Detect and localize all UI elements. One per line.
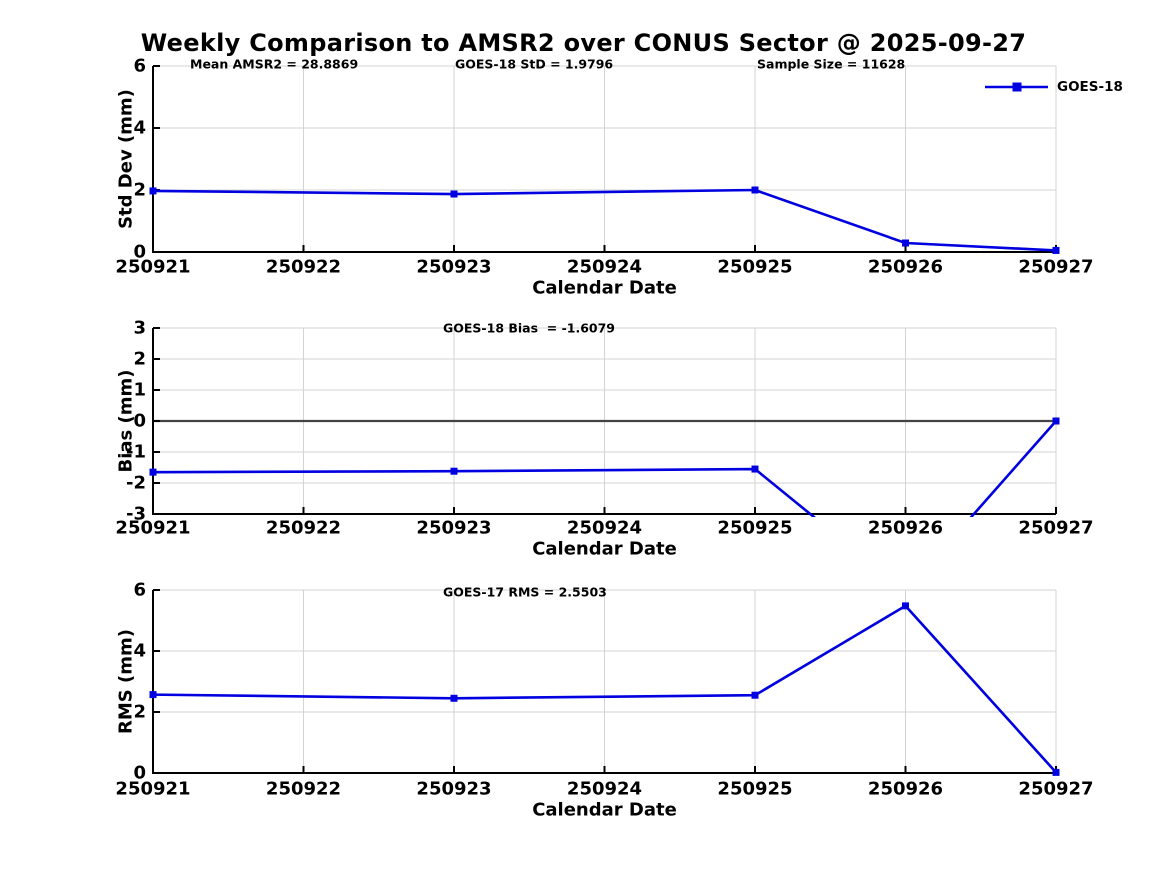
- std_dev-x-tick-label: 250922: [266, 257, 341, 278]
- rms-data-marker: [751, 691, 759, 699]
- bias-x-tick-label: 250922: [266, 518, 341, 539]
- bias-x-tick-label: 250927: [1018, 518, 1093, 539]
- rms-data-marker: [1052, 768, 1060, 776]
- std_dev-data-marker: [751, 186, 759, 194]
- bias-x-tick-label: 250923: [416, 518, 491, 539]
- bias-y-tick-label: 0: [133, 411, 146, 432]
- std_dev-x-tick-label: 250926: [868, 257, 943, 278]
- std_dev-x-tick-label: 250927: [1018, 257, 1093, 278]
- bias-data-marker: [450, 467, 458, 475]
- figure-title: Weekly Comparison to AMSR2 over CONUS Se…: [140, 29, 1027, 57]
- bias-data-marker: [751, 465, 759, 473]
- bias-x-tick-label: 250926: [868, 518, 943, 539]
- rms-y-axis-title: RMS (mm): [116, 629, 137, 734]
- std_dev-y-tick-label: 2: [133, 180, 146, 201]
- rms-y-tick-label: 4: [133, 641, 146, 662]
- rms-annotation: GOES-17 RMS = 2.5503: [443, 585, 607, 600]
- rms-x-tick-label: 250927: [1018, 779, 1093, 800]
- rms-data-marker: [902, 602, 909, 610]
- rms-x-axis-title: Calendar Date: [532, 800, 677, 821]
- bias-x-axis-title: Calendar Date: [532, 539, 677, 560]
- std_dev-annotation: Sample Size = 11628: [757, 57, 905, 72]
- std_dev-data-marker: [450, 190, 458, 198]
- bias-x-tick-label: 250925: [717, 518, 792, 539]
- std_dev-y-tick-label: 6: [133, 56, 146, 77]
- bias-y-tick-label: -3: [126, 504, 146, 525]
- rms-data-marker: [450, 694, 458, 702]
- std_dev-x-tick-label: 250921: [115, 257, 190, 278]
- bias-y-axis-title: Bias (mm): [116, 370, 137, 473]
- bias-data-marker: [1052, 417, 1060, 425]
- std_dev-y-tick-label: 4: [133, 118, 146, 139]
- rms-x-tick-label: 250922: [266, 779, 341, 800]
- std_dev-x-tick-label: 250923: [416, 257, 491, 278]
- bias-y-tick-label: 2: [133, 349, 146, 370]
- legend-label: GOES-18: [1057, 79, 1123, 95]
- bias-x-tick-label: 250924: [567, 518, 642, 539]
- rms-y-tick-label: 0: [133, 763, 146, 784]
- std_dev-data-marker: [902, 239, 909, 247]
- rms-data-marker: [149, 691, 157, 699]
- std_dev-annotation: GOES-18 StD = 1.9796: [455, 57, 613, 72]
- std_dev-x-tick-label: 250924: [567, 257, 642, 278]
- std_dev-y-axis-title: Std Dev (mm): [116, 89, 137, 229]
- std_dev-data-marker: [1052, 246, 1060, 254]
- std_dev-x-tick-label: 250925: [717, 257, 792, 278]
- rms-x-tick-label: 250923: [416, 779, 491, 800]
- rms-y-tick-label: 2: [133, 702, 146, 723]
- bias-y-tick-label: -2: [126, 473, 146, 494]
- rms-x-tick-label: 250926: [868, 779, 943, 800]
- bias-y-tick-label: -1: [126, 442, 146, 463]
- rms-y-tick-label: 6: [133, 580, 146, 601]
- std_dev-annotation: Mean AMSR2 = 28.8869: [190, 57, 358, 72]
- bias-y-tick-label: 3: [133, 318, 146, 339]
- bias-data-marker: [149, 468, 157, 476]
- rms-x-tick-label: 250924: [567, 779, 642, 800]
- bias-y-tick-label: 1: [133, 380, 146, 401]
- legend-marker-sample: [1012, 82, 1022, 92]
- std_dev-y-tick-label: 0: [133, 242, 146, 263]
- bias-x-tick-label: 250921: [115, 518, 190, 539]
- rms-x-tick-label: 250925: [717, 779, 792, 800]
- rms-x-tick-label: 250921: [115, 779, 190, 800]
- std_dev-data-marker: [149, 187, 157, 195]
- std_dev-x-axis-title: Calendar Date: [532, 278, 677, 299]
- bias-annotation: GOES-18 Bias = -1.6079: [443, 321, 615, 336]
